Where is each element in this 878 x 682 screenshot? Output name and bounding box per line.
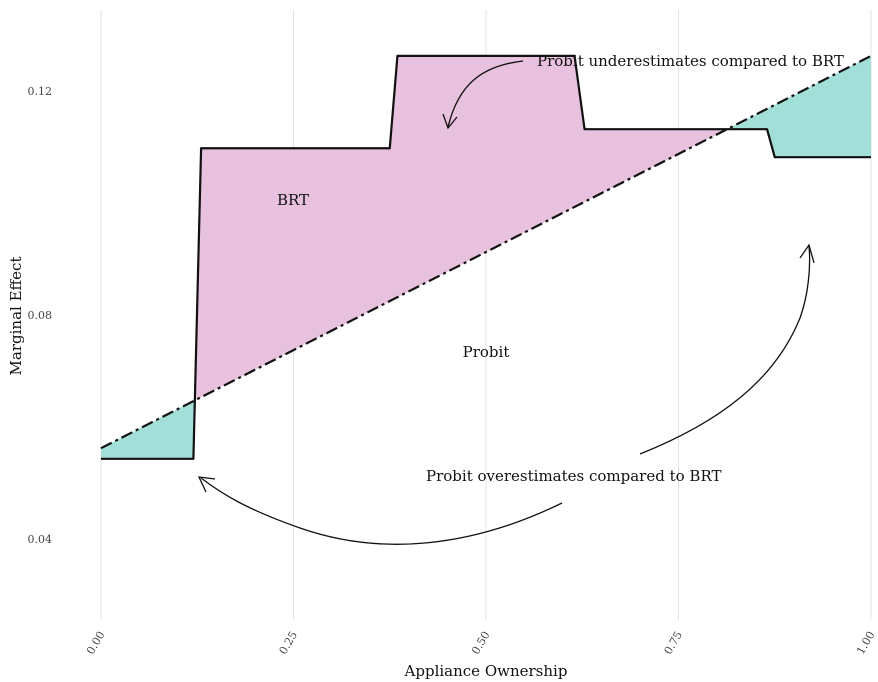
- series-line-brt: [101, 54, 871, 460]
- x-tick-label: 0.75: [662, 629, 686, 657]
- x-axis-title: Appliance Ownership: [404, 662, 568, 680]
- annotation-arrows: [197, 60, 815, 545]
- x-tick-label: 0.25: [277, 629, 301, 657]
- fill-probit-underestimates: [194, 55, 728, 401]
- annotation-overestimates: Probit overestimates compared to BRT: [426, 467, 721, 485]
- arrow-underestimates: [447, 60, 524, 128]
- arrow-overestimates-right-head: [799, 243, 815, 264]
- y-axis-ticks: 0.04 0.08 0.12: [28, 85, 53, 546]
- y-axis-title: Marginal Effect: [7, 257, 25, 376]
- x-tick-label: 0.00: [84, 629, 108, 657]
- x-tick-label: 1.00: [854, 629, 878, 657]
- arrow-overestimates-right: [639, 245, 811, 455]
- series-lines: [100, 54, 872, 460]
- y-tick-label: 0.04: [28, 533, 53, 546]
- series-label-probit: Probit: [463, 343, 510, 361]
- x-axis-ticks: 0.00 0.25 0.50 0.75 1.00: [84, 629, 878, 657]
- series-label-brt: BRT: [277, 191, 309, 209]
- y-tick-label: 0.08: [28, 309, 53, 322]
- annotation-underestimates: Probit underestimates compared to BRT: [537, 52, 844, 70]
- x-tick-label: 0.50: [469, 629, 493, 657]
- fill-probit-overestimates: [101, 400, 195, 459]
- difference-fills: [101, 55, 871, 459]
- series-line-probit: [100, 54, 872, 450]
- arrow-overestimates-left-head: [197, 476, 216, 493]
- y-tick-label: 0.12: [28, 85, 53, 98]
- arrow-overestimates-left: [200, 477, 563, 545]
- arrow-underestimates-head: [442, 113, 458, 130]
- fill-probit-overestimates: [727, 55, 871, 158]
